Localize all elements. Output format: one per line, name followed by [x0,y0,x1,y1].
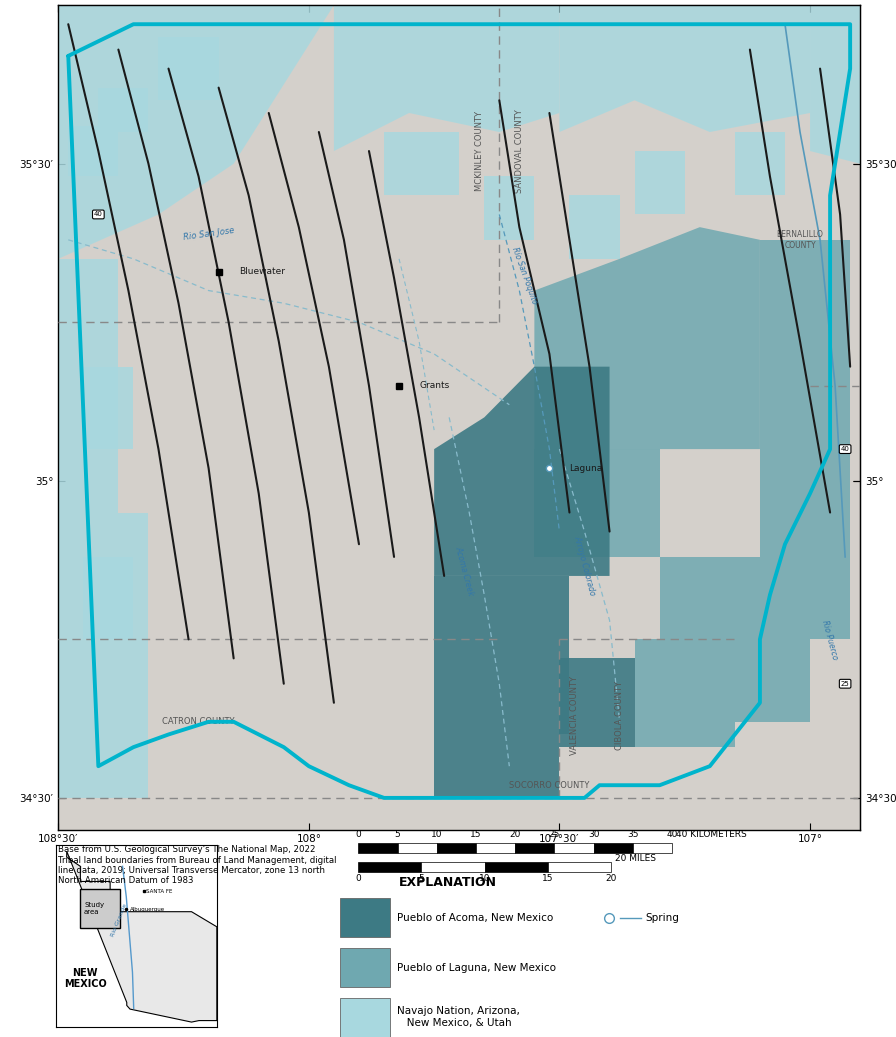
Polygon shape [810,5,860,164]
Text: EXPLANATION: EXPLANATION [399,876,497,890]
Text: 5: 5 [395,830,401,839]
Polygon shape [659,557,760,640]
Polygon shape [58,512,149,734]
Polygon shape [99,88,149,132]
Text: VALENCIA COUNTY: VALENCIA COUNTY [570,676,579,755]
Text: Laguna: Laguna [570,464,603,473]
Text: Base from U.S. Geological Survey's The National Map, 2022
Tribal land boundaries: Base from U.S. Geological Survey's The N… [58,845,337,886]
Polygon shape [66,851,217,1022]
Polygon shape [534,227,760,449]
Text: 10: 10 [431,830,443,839]
Polygon shape [159,37,219,101]
Polygon shape [634,640,735,748]
Polygon shape [484,176,534,240]
Polygon shape [534,449,659,557]
Text: 40: 40 [840,446,849,452]
Text: Acoma Creek: Acoma Creek [453,545,475,597]
Polygon shape [58,734,149,797]
Text: 5: 5 [418,874,425,884]
Text: Pueblo of Acoma, New Mexico: Pueblo of Acoma, New Mexico [397,913,553,923]
Text: 30: 30 [588,830,599,839]
Text: Bluewater: Bluewater [238,268,285,276]
Text: 20 MILES: 20 MILES [616,853,656,863]
Text: Rio Grande: Rio Grande [110,902,128,936]
Polygon shape [634,151,685,215]
Polygon shape [334,5,559,151]
Text: Arroyo Colorado: Arroyo Colorado [573,535,597,597]
Polygon shape [570,195,620,259]
Text: 25: 25 [840,680,849,686]
Text: Albuquerque: Albuquerque [130,906,165,912]
Text: Spring: Spring [645,913,679,923]
Polygon shape [760,449,850,640]
Polygon shape [559,5,810,132]
Polygon shape [68,125,118,176]
Text: Rio Puerco: Rio Puerco [821,619,840,661]
Text: 40 KILOMETERS: 40 KILOMETERS [676,830,747,839]
Text: SANTA FE: SANTA FE [146,889,173,894]
Text: Study
area: Study area [84,901,104,915]
Polygon shape [559,658,634,748]
Text: 10: 10 [478,874,490,884]
Polygon shape [735,640,810,722]
Text: Rio San Jose: Rio San Jose [183,226,235,242]
Text: 25: 25 [548,830,560,839]
Text: 20: 20 [605,874,616,884]
Polygon shape [435,734,559,797]
Text: 40: 40 [667,830,677,839]
Polygon shape [58,259,118,512]
Text: 20: 20 [510,830,521,839]
Text: Navajo Nation, Arizona,
   New Mexico, & Utah: Navajo Nation, Arizona, New Mexico, & Ut… [397,1007,520,1028]
Text: CIBOLA COUNTY: CIBOLA COUNTY [615,681,625,750]
Text: 0: 0 [356,874,361,884]
Text: Río San Poquito: Río San Poquito [510,246,538,305]
Text: 15: 15 [470,830,482,839]
Text: CATRON COUNTY: CATRON COUNTY [162,718,235,726]
Text: MCKINLEY COUNTY: MCKINLEY COUNTY [475,111,484,191]
Polygon shape [81,889,120,928]
Text: 0: 0 [356,830,361,839]
Polygon shape [760,240,850,449]
Polygon shape [384,132,460,195]
Text: SOCORRO COUNTY: SOCORRO COUNTY [509,781,590,790]
Text: BERNALILLO
COUNTY: BERNALILLO COUNTY [777,230,823,250]
Polygon shape [83,557,134,640]
Polygon shape [435,576,570,734]
Text: SANDOVAL COUNTY: SANDOVAL COUNTY [515,109,524,193]
Polygon shape [83,367,134,449]
Text: 15: 15 [542,874,554,884]
Polygon shape [435,367,609,576]
Text: 40: 40 [94,212,103,218]
Text: NEW
MEXICO: NEW MEXICO [64,968,107,989]
Polygon shape [58,5,334,259]
Text: 35: 35 [627,830,639,839]
Polygon shape [735,132,785,195]
Text: Grants: Grants [419,382,450,390]
Text: Pueblo of Laguna, New Mexico: Pueblo of Laguna, New Mexico [397,962,556,973]
